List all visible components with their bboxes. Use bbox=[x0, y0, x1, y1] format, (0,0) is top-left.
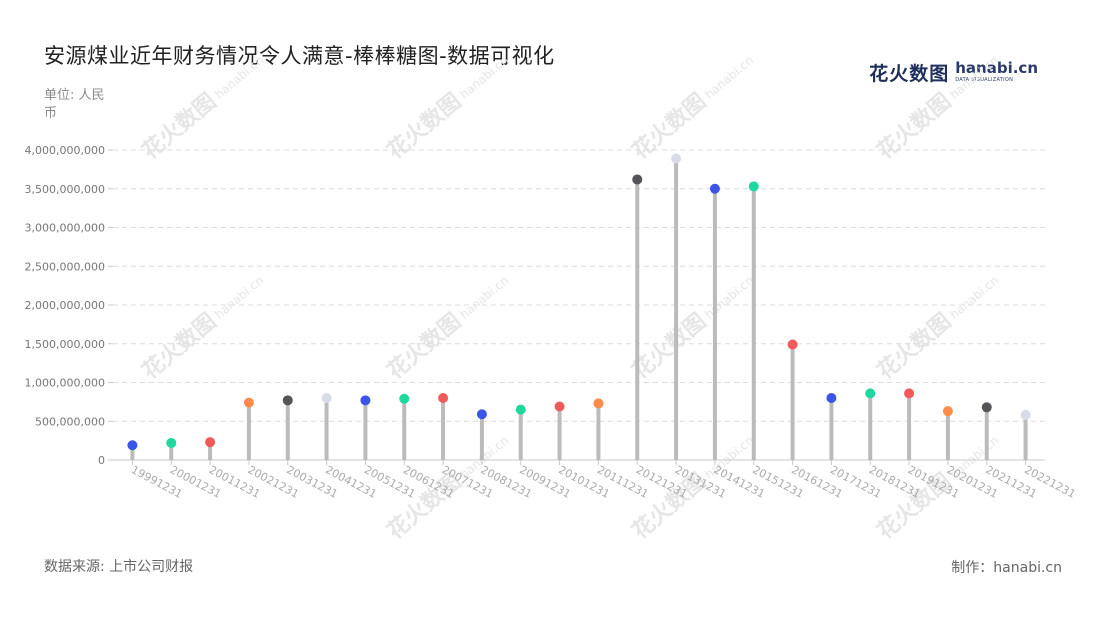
lollipop-dot bbox=[748, 181, 759, 192]
lollipop-dot bbox=[438, 393, 449, 403]
logo-en-text: hanabi.cn bbox=[955, 59, 1038, 77]
watermark-cn: 花火数图 bbox=[137, 88, 221, 164]
lollipop-dot bbox=[476, 409, 487, 420]
lollipop-dot bbox=[243, 397, 254, 408]
watermark-en: hanabi.cn bbox=[212, 53, 266, 102]
y-tick-label: 1,000,000,000 bbox=[25, 377, 105, 390]
y-tick-label: 500,000,000 bbox=[35, 415, 105, 428]
lollipop-dot bbox=[205, 437, 216, 448]
chart-title: 安源煤业近年财务情况令人满意-棒棒糖图-数据可视化 bbox=[44, 44, 555, 68]
watermark-cn: 花火数图 bbox=[382, 308, 466, 384]
watermark-en: hanabi.cn bbox=[702, 273, 756, 322]
y-tick-label: 1,500,000,000 bbox=[25, 338, 105, 351]
lollipop-dot bbox=[399, 393, 410, 404]
lollipop-dot bbox=[671, 153, 682, 164]
watermark-en: hanabi.cn bbox=[947, 53, 1001, 102]
watermark-en: hanabi.cn bbox=[457, 273, 511, 322]
lollipop-dot bbox=[865, 388, 876, 399]
watermark-cn: 花火数图 bbox=[872, 88, 956, 164]
logo-en-block: hanabi.cn DATA VISUALIZATION bbox=[955, 61, 1038, 83]
data-source: 数据来源: 上市公司财报 bbox=[44, 559, 194, 575]
lollipop-dot bbox=[360, 395, 371, 406]
lollipop-dot bbox=[787, 339, 798, 350]
watermark-en: hanabi.cn bbox=[457, 53, 511, 102]
lollipop-dot bbox=[127, 440, 138, 451]
lollipop-dot bbox=[515, 404, 526, 415]
lollipop-dot bbox=[942, 406, 953, 417]
y-axis: 0 500,000,000 1,000,000,000 1,500,000,000 2,… bbox=[25, 144, 113, 467]
lollipop-dot bbox=[554, 401, 565, 412]
watermark-cn: 花火数图 bbox=[137, 308, 221, 384]
lollipop-dot bbox=[321, 393, 332, 403]
y-tick-label: 3,500,000,000 bbox=[25, 183, 105, 196]
lollipop-marks bbox=[127, 153, 1031, 460]
watermark-en: hanabi.cn bbox=[212, 273, 266, 322]
lollipop-dot bbox=[826, 393, 837, 403]
watermark-en: hanabi.cn bbox=[947, 273, 1001, 322]
logo-cn-text: 花火数图 bbox=[869, 62, 950, 85]
lollipop-dot bbox=[632, 174, 643, 185]
watermark-cn: 花火数图 bbox=[627, 308, 711, 384]
watermark-cn: 花火数图 bbox=[382, 88, 466, 164]
lollipop-dot bbox=[904, 388, 915, 399]
lollipop-dot bbox=[593, 398, 604, 409]
y-tick-label: 3,000,000,000 bbox=[25, 222, 105, 235]
lollipop-dot bbox=[166, 437, 177, 448]
logo-sub-text: DATA VISUALIZATION bbox=[955, 77, 1014, 83]
watermark-en: hanabi.cn bbox=[702, 53, 756, 102]
y-tick-label: 2,000,000,000 bbox=[25, 299, 105, 312]
lollipop-dot bbox=[282, 395, 293, 406]
lollipop-dot bbox=[1020, 410, 1031, 421]
lollipop-dot bbox=[981, 402, 992, 413]
brand-logo: 花火数图 hanabi.cn DATA VISUALIZATION bbox=[869, 56, 1038, 88]
unit-label: 单位: 人民币 bbox=[44, 88, 105, 121]
grid-layer bbox=[113, 149, 1045, 461]
lollipop-dot bbox=[709, 183, 720, 194]
maker-credit: 制作：hanabi.cn bbox=[951, 560, 1062, 576]
y-tick-label: 2,500,000,000 bbox=[25, 260, 105, 273]
watermark-cn: 花火数图 bbox=[872, 308, 956, 384]
watermark-cn: 花火数图 bbox=[627, 88, 711, 164]
y-tick-label: 4,000,000,000 bbox=[25, 144, 105, 157]
y-tick-label: 0 bbox=[98, 454, 105, 467]
